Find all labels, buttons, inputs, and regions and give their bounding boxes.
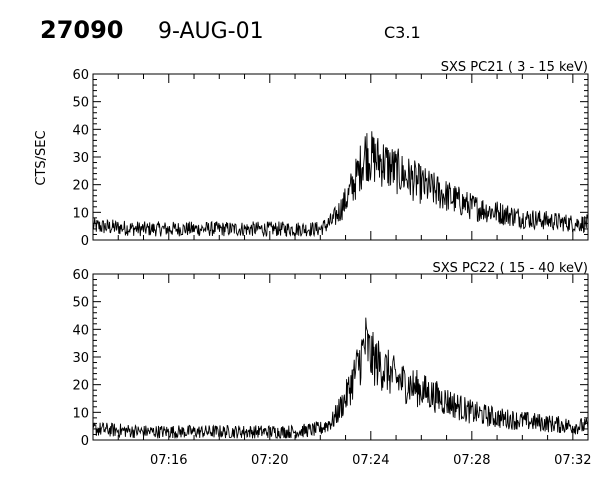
y-tick-label: 60: [72, 268, 89, 283]
y-tick-label: 60: [72, 68, 89, 83]
y-axis-ticks-pc21: 0 10 20 30 40 50 60: [72, 68, 588, 249]
x-axis-ticks-pc21: [92, 74, 574, 240]
x-tick-label: 07:28: [453, 453, 490, 468]
panel-pc22: SXS PC22 ( 15 - 40 keV) 0 10 20 30 40 50 60 07…: [72, 261, 591, 468]
observation-date: 9-AUG-01: [158, 19, 264, 44]
y-tick-label: 50: [72, 296, 89, 311]
y-tick-label: 30: [72, 151, 89, 166]
flare-class: C3.1: [384, 23, 421, 42]
panel-pc21: SXS PC21 ( 3 - 15 keV) CTS/SEC 0 10 20 30 40…: [34, 60, 589, 249]
y-tick-label: 10: [72, 406, 89, 421]
x-axis-ticks-pc22: 07:16 07:20 07:24 07:28 07:32: [92, 274, 592, 468]
x-tick-label: 07:32: [554, 453, 591, 468]
y-tick-label: 40: [72, 323, 89, 338]
orbit-number: 27090: [40, 16, 124, 44]
y-axis-ticks-pc22: 0 10 20 30 40 50 60: [72, 268, 588, 449]
plot-frame-pc21: [92, 73, 589, 241]
y-tick-label: 0: [81, 434, 89, 449]
y-tick-label: 30: [72, 351, 89, 366]
plot-frame-pc22: [92, 273, 589, 441]
panel-title-pc21: SXS PC21 ( 3 - 15 keV): [441, 60, 588, 75]
panel-title-pc22: SXS PC22 ( 15 - 40 keV): [432, 261, 588, 276]
y-axis-label: CTS/SEC: [34, 130, 49, 185]
series-line-pc22: [92, 317, 589, 439]
series-line-pc21: [92, 131, 589, 238]
y-tick-label: 20: [72, 179, 89, 194]
y-tick-label: 20: [72, 379, 89, 394]
y-tick-label: 50: [72, 96, 89, 111]
x-tick-label: 07:20: [251, 453, 288, 468]
y-tick-label: 40: [72, 123, 89, 138]
x-tick-label: 07:16: [150, 453, 187, 468]
y-tick-label: 0: [81, 234, 89, 249]
y-tick-label: 10: [72, 206, 89, 221]
x-tick-label: 07:24: [352, 453, 389, 468]
